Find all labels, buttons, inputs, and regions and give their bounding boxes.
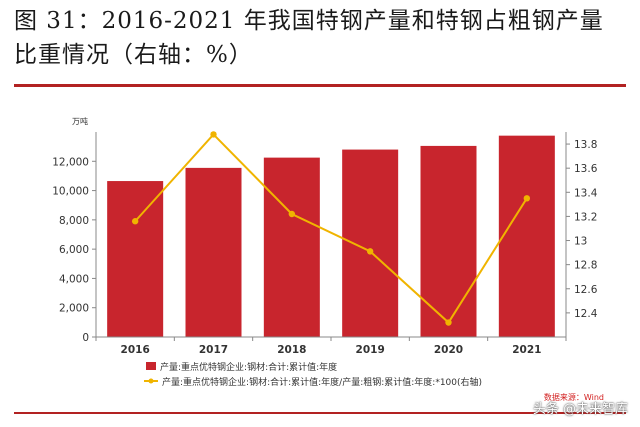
right-tick-label: 13.2 (574, 211, 597, 223)
x-tick-label: 2017 (199, 344, 228, 356)
ratio-line (134, 132, 528, 325)
left-tick-label: 0 (82, 332, 89, 344)
right-tick-label: 12.6 (574, 284, 598, 296)
left-tick-label: 12,000 (52, 156, 89, 168)
x-tick-label: 2016 (121, 344, 150, 356)
ratio-point-2019 (366, 248, 374, 255)
right-tick-label: 13.4 (574, 187, 598, 199)
left-tick-label: 10,000 (52, 186, 89, 198)
watermark-text: 头条 @未来智库 (532, 402, 628, 417)
ratio-point-2020 (445, 319, 452, 326)
title-divider (14, 84, 626, 87)
bar-2021 (498, 135, 555, 337)
right-tick-label: 12.8 (574, 260, 597, 272)
right-tick-label: 13 (574, 236, 587, 248)
left-tick-label: 2,000 (59, 303, 89, 315)
x-tick-label: 2019 (356, 344, 385, 356)
right-tick-label: 12.4 (574, 308, 598, 320)
legend-bar-label: 产量:重点优特钢企业:钢材:合计:累计值:年度 (160, 361, 337, 373)
legend-line-marker (148, 378, 154, 384)
bar-2020 (420, 145, 477, 337)
ratio-point-2016 (131, 218, 139, 225)
bar-2018 (263, 157, 320, 337)
right-tick-label: 13.8 (574, 139, 597, 151)
bar-2017 (185, 167, 242, 337)
left-tick-label: 6,000 (59, 244, 89, 256)
source-note: 数据来源：Wind (544, 392, 604, 402)
bottom-divider (14, 412, 626, 414)
ratio-point-2018 (288, 210, 296, 218)
x-tick-label: 2020 (434, 344, 463, 356)
left-tick-label: 8,000 (59, 215, 89, 227)
figure-title: 图 31：2016-2021 年我国特钢产量和特钢占粗钢产量比重情况（右轴：%） (14, 8, 604, 68)
ratio-point-2021 (523, 195, 531, 202)
right-tick-label: 13.6 (574, 163, 598, 175)
legend-line-label: 产量:重点优特钢企业:钢材:合计:累计值:年度/产量:粗钢:累计值:年度:*10… (162, 376, 482, 388)
x-tick-label: 2018 (277, 344, 306, 356)
x-tick-label: 2021 (512, 344, 541, 356)
ratio-point-2017 (210, 131, 217, 138)
bar-2016 (107, 181, 164, 337)
left-axis-unit: 万吨 (72, 116, 88, 126)
bar-2019 (342, 149, 399, 337)
legend-bar-swatch (146, 362, 156, 370)
left-tick-label: 4,000 (59, 273, 89, 285)
